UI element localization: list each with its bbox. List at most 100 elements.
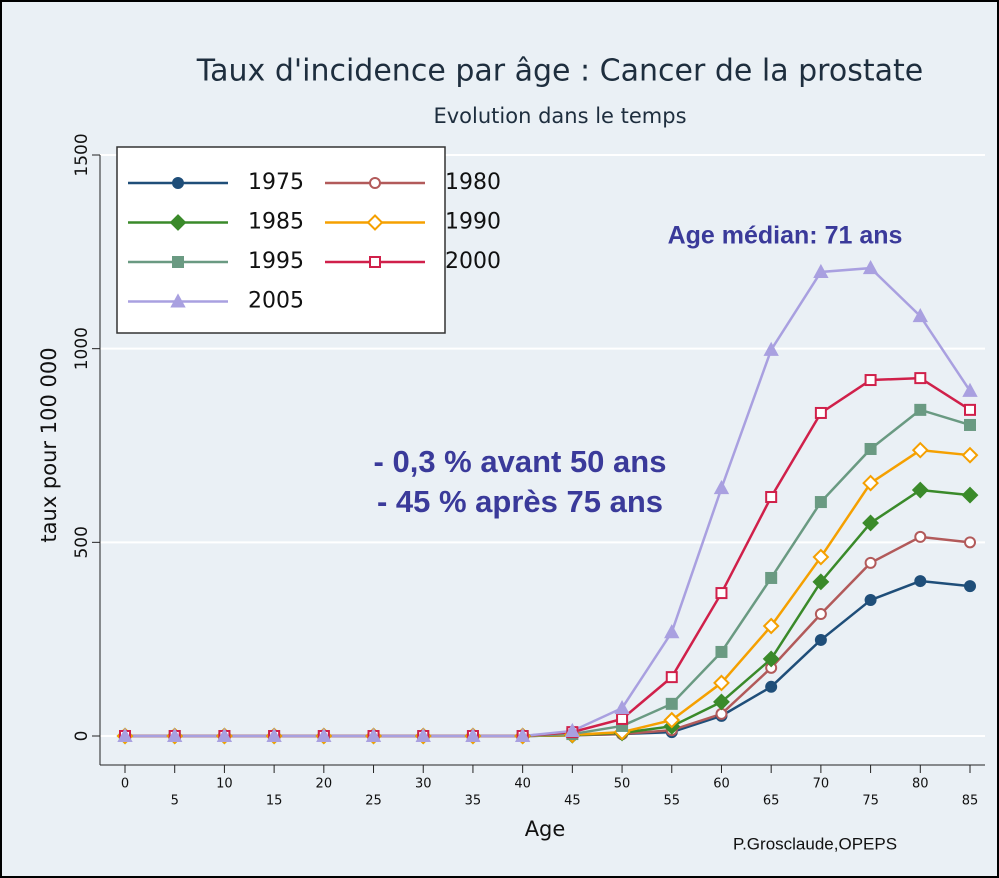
x-tick-label: 30	[415, 777, 432, 792]
marker	[964, 580, 976, 593]
marker	[765, 491, 778, 504]
x-axis-label: Age	[525, 817, 566, 841]
marker	[665, 697, 678, 710]
marker	[964, 403, 976, 416]
marker	[765, 571, 778, 584]
x-tick-label: 10	[216, 777, 233, 792]
marker	[864, 556, 877, 569]
marker	[912, 308, 928, 323]
marker	[962, 382, 978, 397]
marker	[961, 446, 979, 464]
marker	[911, 481, 929, 499]
x-tick-label: 65	[763, 794, 780, 809]
marker	[914, 372, 927, 385]
x-tick-label: 70	[813, 777, 830, 792]
x-tick-label: 60	[713, 777, 730, 792]
marker	[616, 712, 629, 725]
marker	[762, 617, 780, 635]
x-tick-label: 45	[564, 794, 581, 809]
chart-subtitle: Evolution dans le temps	[433, 104, 686, 128]
marker	[862, 260, 879, 275]
source: P.Grosclaude,OPEPS	[733, 834, 897, 853]
marker	[763, 341, 779, 356]
legend-label: 1980	[445, 170, 501, 195]
legend: 1975 1980 1985 1990 1995 2000 2005	[116, 146, 501, 334]
marker	[813, 263, 829, 278]
x-tick-label: 0	[121, 777, 129, 792]
marker	[266, 727, 282, 742]
chart-title: Taux d'incidence par âge : Cancer de la …	[196, 54, 923, 89]
y-tick-label: 500	[72, 526, 92, 558]
marker	[172, 177, 184, 189]
x-tick-label: 15	[266, 794, 283, 809]
y-tick-label: 1000	[72, 327, 92, 370]
marker	[814, 633, 827, 646]
legend-label: 2000	[445, 249, 501, 274]
marker	[862, 474, 880, 492]
legend-label: 1995	[248, 249, 304, 274]
marker	[812, 548, 830, 566]
marker	[316, 727, 332, 742]
y-tick-label: 1500	[72, 133, 92, 176]
marker	[914, 530, 927, 543]
marker	[366, 214, 384, 231]
legend-label: 2005	[248, 289, 304, 314]
marker	[172, 256, 184, 268]
marker	[665, 671, 678, 684]
marker	[614, 700, 630, 715]
marker	[117, 727, 133, 742]
marker	[765, 680, 778, 693]
marker	[911, 441, 929, 459]
annotation: Age médian: 71 ans	[668, 222, 903, 250]
marker	[169, 214, 187, 231]
marker	[914, 575, 927, 588]
marker	[713, 693, 730, 711]
marker	[862, 514, 880, 532]
marker	[814, 496, 827, 509]
marker	[564, 722, 581, 737]
x-tick-label: 50	[614, 777, 631, 792]
legend-label: 1990	[445, 210, 501, 235]
x-tick-label: 5	[171, 794, 179, 809]
marker	[715, 707, 728, 720]
marker	[713, 674, 730, 692]
marker	[864, 374, 877, 387]
marker	[715, 587, 728, 600]
annotation: - 0,3 % avant 50 ans	[374, 444, 667, 479]
marker	[812, 573, 830, 591]
marker	[762, 650, 780, 668]
legend-label: 1985	[248, 210, 304, 235]
marker	[369, 177, 381, 189]
marker	[715, 645, 728, 658]
marker	[964, 536, 976, 549]
marker	[465, 727, 481, 742]
x-tick-label: 20	[316, 777, 333, 792]
y-tick-label: 0	[72, 731, 92, 742]
x-tick-label: 35	[465, 794, 482, 809]
marker	[167, 727, 183, 742]
marker	[365, 727, 382, 742]
y-axis-label: taux pour 100 000	[37, 347, 61, 542]
marker	[369, 256, 381, 268]
x-tick-label: 40	[514, 777, 531, 792]
x-tick-label: 25	[365, 794, 382, 809]
marker	[216, 727, 233, 742]
x-tick-label: 55	[663, 794, 680, 809]
annotation: - 45 % après 75 ans	[377, 484, 663, 519]
marker	[514, 727, 531, 742]
x-tick-label: 75	[862, 794, 879, 809]
marker	[170, 293, 186, 308]
marker	[663, 711, 681, 729]
marker	[415, 727, 431, 742]
marker	[864, 594, 877, 607]
x-tick-label: 85	[962, 794, 979, 809]
marker	[814, 406, 827, 419]
marker	[961, 486, 979, 504]
legend-label: 1975	[248, 170, 304, 195]
x-tick-label: 80	[912, 777, 929, 792]
marker	[814, 607, 827, 620]
marker	[914, 403, 927, 416]
marker	[713, 480, 730, 495]
